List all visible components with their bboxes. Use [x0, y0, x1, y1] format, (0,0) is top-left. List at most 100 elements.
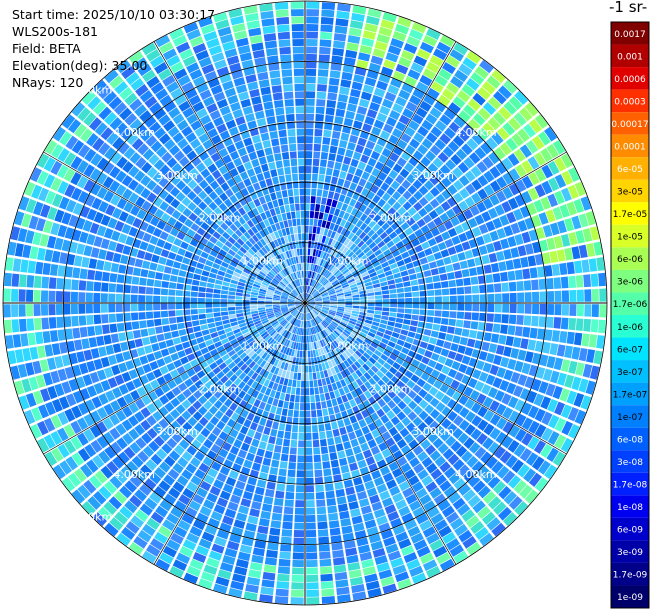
range-gate-cell: [210, 332, 219, 339]
range-gate-cell: [259, 368, 266, 377]
range-gate-cell: [273, 294, 281, 298]
range-gate-cell: [315, 333, 320, 341]
range-gate-cell: [159, 164, 171, 176]
range-gate-cell: [10, 365, 21, 380]
range-gate-cell: [281, 212, 287, 221]
range-gate-cell: [404, 242, 414, 251]
range-gate-cell: [461, 241, 471, 251]
range-gate-cell: [121, 174, 133, 187]
range-gate-cell: [403, 342, 412, 350]
range-gate-cell: [352, 303, 360, 306]
range-gate-cell: [85, 303, 93, 314]
range-gate-cell: [256, 149, 265, 158]
range-gate-cell: [70, 156, 83, 170]
range-gate-cell: [454, 371, 464, 382]
range-gate-cell: [292, 318, 297, 326]
range-gate-cell: [242, 355, 250, 363]
range-gate-cell: [401, 347, 410, 355]
range-gate-cell: [266, 225, 274, 234]
range-gate-cell: [314, 128, 323, 137]
range-gate-cell: [388, 316, 396, 322]
range-gate-cell: [307, 255, 310, 263]
range-gate-cell: [286, 114, 295, 122]
range-gate-cell: [229, 261, 238, 268]
range-gate-cell: [509, 292, 517, 303]
range-gate-cell: [387, 321, 396, 327]
range-gate-cell: [150, 511, 165, 524]
range-gate-cell: [319, 312, 326, 318]
range-gate-cell: [198, 385, 208, 395]
range-gate-cell: [390, 517, 403, 529]
range-gate-cell: [354, 325, 362, 331]
range-gate-cell: [376, 515, 388, 526]
range-gate-cell: [331, 421, 338, 430]
range-gate-cell: [288, 296, 296, 300]
range-gate-cell: [330, 299, 338, 302]
range-gate-cell: [252, 234, 260, 243]
range-gate-cell: [324, 122, 333, 131]
range-gate-cell: [312, 326, 317, 334]
range-gate-cell: [402, 201, 412, 211]
range-gate-cell: [333, 283, 341, 288]
range-gate-cell: [561, 420, 573, 436]
range-gate-cell: [315, 349, 319, 357]
range-gate-cell: [189, 359, 199, 368]
range-gate-cell: [317, 324, 323, 331]
range-gate-cell: [384, 175, 394, 186]
range-gate-cell: [307, 278, 311, 286]
range-gate-cell: [103, 190, 115, 203]
range-gate-cell: [344, 376, 351, 385]
range-gate-cell: [147, 327, 156, 336]
range-gate-cell: [51, 398, 63, 413]
range-gate-cell: [422, 427, 433, 438]
range-gate-cell: [187, 416, 198, 427]
range-gate-cell: [254, 486, 265, 496]
range-gate-cell: [457, 303, 465, 311]
range-gate-cell: [349, 243, 357, 251]
range-gate-cell: [409, 325, 417, 333]
range-gate-cell: [305, 373, 309, 381]
range-gate-cell: [226, 268, 234, 275]
range-gate-cell: [306, 597, 320, 605]
range-gate-cell: [140, 407, 151, 418]
range-gate-cell: [477, 485, 491, 499]
range-gate-cell: [331, 257, 337, 265]
range-gate-cell: [319, 166, 326, 175]
range-gate-cell: [333, 405, 340, 414]
range-gate-cell: [330, 304, 338, 307]
range-gate-cell: [123, 303, 131, 312]
range-gate-cell: [331, 55, 343, 64]
range-gate-cell: [546, 447, 559, 463]
range-gate-cell: [337, 450, 346, 459]
range-gate-cell: [179, 48, 194, 61]
range-gate-cell: [524, 243, 534, 255]
range-gate-cell: [39, 233, 50, 247]
range-gate-cell: [575, 275, 584, 288]
range-gate-cell: [246, 219, 255, 228]
range-gate-cell: [258, 309, 266, 313]
range-gate-cell: [463, 386, 474, 397]
range-gate-cell: [112, 343, 122, 354]
range-gate-cell: [199, 281, 207, 287]
range-gate-cell: [364, 415, 373, 425]
range-gate-cell: [131, 138, 144, 151]
range-gate-cell: [253, 165, 262, 175]
range-gate-cell: [406, 173, 417, 184]
range-gate-cell: [489, 427, 501, 440]
range-gate-cell: [233, 174, 243, 184]
range-gate-cell: [255, 322, 263, 328]
range-gate-cell: [450, 254, 459, 263]
range-gate-cell: [268, 62, 280, 72]
range-gate-cell: [417, 362, 427, 371]
range-gate-cell: [354, 66, 367, 77]
range-gate-cell: [378, 154, 388, 165]
range-gate-cell: [253, 345, 261, 353]
range-gate-cell: [347, 374, 355, 383]
range-gate-cell: [259, 329, 267, 335]
range-gate-cell: [116, 396, 128, 409]
range-gate-cell: [402, 211, 412, 221]
range-gate-cell: [320, 276, 326, 284]
range-gate-cell: [136, 209, 147, 220]
range-gate-cell: [40, 388, 51, 402]
range-gate-cell: [312, 319, 317, 326]
